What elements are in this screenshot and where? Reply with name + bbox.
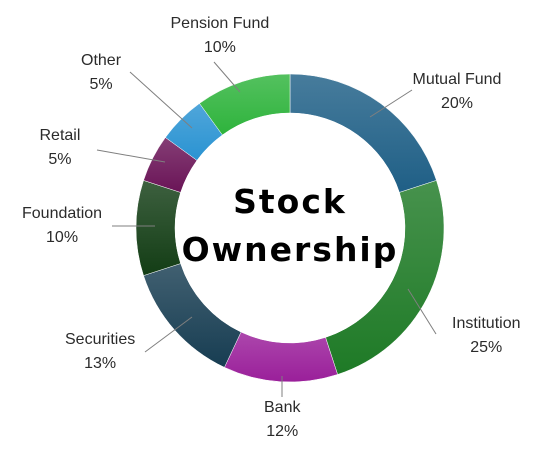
slice-label-name: Institution xyxy=(452,315,521,332)
slice-label-other: Other 5% xyxy=(81,49,121,97)
slice-label-value: 12% xyxy=(266,423,299,440)
slice-label-retail: Retail 5% xyxy=(40,124,81,172)
slice-label-name: Foundation xyxy=(22,205,103,222)
slice-label-value: 25% xyxy=(470,339,503,356)
slice-label-name: Retail xyxy=(39,127,81,144)
donut-hole xyxy=(175,113,405,343)
leader-line-institution xyxy=(407,288,437,335)
slice-label-securities: Securities 13% xyxy=(65,328,135,376)
slice-label-value: 5% xyxy=(48,151,72,168)
slice-label-value: 13% xyxy=(84,355,117,372)
slice-label-value: 5% xyxy=(89,76,113,93)
slice-label-name: Mutual Fund xyxy=(412,71,502,88)
leader-line-mutual-fund xyxy=(369,89,413,118)
leader-line-securities xyxy=(144,316,193,353)
slice-label-bank: Bank 12% xyxy=(264,396,300,444)
leader-line-other xyxy=(129,71,193,129)
slice-label-foundation: Foundation 10% xyxy=(22,202,102,250)
slice-label-name: Bank xyxy=(264,399,301,416)
slice-label-value: 10% xyxy=(46,229,79,246)
chart-title: Stock Ownership xyxy=(160,178,420,274)
chart-title-line-1: Stock xyxy=(233,182,347,221)
slice-label-name: Other xyxy=(81,52,122,69)
slice-label-mutual-fund: Mutual Fund 20% xyxy=(413,68,502,116)
slice-label-value: 10% xyxy=(203,39,236,56)
slice-label-name: Securities xyxy=(65,331,136,348)
chart-title-line-2: Ownership xyxy=(181,230,399,269)
slice-label-institution: Institution 25% xyxy=(452,312,520,360)
leader-line-pension-fund xyxy=(213,61,241,93)
leader-line-retail xyxy=(96,149,166,163)
donut-slices xyxy=(135,73,445,383)
slice-label-value: 20% xyxy=(440,95,473,112)
slice-label-pension-fund: Pension Fund 10% xyxy=(171,12,270,60)
slice-label-name: Pension Fund xyxy=(170,15,270,32)
leader-lines xyxy=(96,61,437,397)
